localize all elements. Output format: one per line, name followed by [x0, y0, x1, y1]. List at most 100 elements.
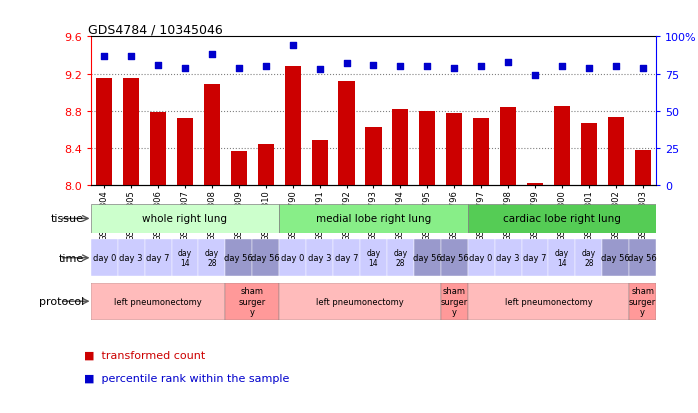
Bar: [549, 240, 575, 277]
Text: day 7: day 7: [147, 254, 170, 263]
Bar: [440, 240, 468, 277]
Text: day 56: day 56: [413, 254, 442, 263]
Text: medial lobe right lung: medial lobe right lung: [315, 214, 431, 224]
Text: day 0: day 0: [93, 254, 116, 263]
Bar: [144, 240, 172, 277]
Point: [584, 65, 595, 72]
Bar: [279, 283, 440, 320]
Text: day 7: day 7: [335, 254, 358, 263]
Bar: [521, 240, 549, 277]
Text: day
14: day 14: [366, 249, 380, 268]
Text: day 56: day 56: [251, 254, 280, 263]
Bar: [468, 283, 629, 320]
Bar: [495, 240, 521, 277]
Bar: [554, 107, 570, 186]
Text: left pneumonectomy: left pneumonectomy: [505, 297, 593, 306]
Text: protocol: protocol: [38, 297, 84, 306]
Text: day
28: day 28: [205, 249, 219, 268]
Text: left pneumonectomy: left pneumonectomy: [114, 297, 202, 306]
Point: [126, 53, 137, 60]
Bar: [468, 240, 495, 277]
Bar: [581, 123, 597, 186]
Bar: [231, 152, 247, 186]
Text: day 56: day 56: [440, 254, 468, 263]
Point: [260, 64, 272, 70]
Bar: [177, 119, 193, 186]
Point: [368, 62, 379, 69]
Text: day 3: day 3: [496, 254, 520, 263]
Text: day
28: day 28: [581, 249, 596, 268]
Bar: [311, 140, 327, 186]
Bar: [634, 150, 651, 186]
Text: ■  percentile rank within the sample: ■ percentile rank within the sample: [84, 373, 289, 383]
Bar: [198, 240, 225, 277]
Text: day
14: day 14: [178, 249, 192, 268]
Bar: [150, 112, 166, 186]
Text: day 0: day 0: [281, 254, 304, 263]
Bar: [360, 240, 387, 277]
Text: time: time: [59, 253, 84, 263]
Bar: [123, 79, 139, 186]
Text: tissue: tissue: [51, 214, 84, 224]
Text: day 56: day 56: [225, 254, 253, 263]
Bar: [258, 145, 274, 186]
Point: [529, 73, 540, 79]
Point: [422, 64, 433, 70]
Point: [395, 64, 406, 70]
Point: [314, 66, 325, 73]
Point: [475, 64, 487, 70]
Bar: [91, 204, 279, 233]
Bar: [339, 82, 355, 186]
Bar: [602, 240, 629, 277]
Point: [233, 65, 244, 72]
Point: [503, 59, 514, 66]
Point: [179, 65, 191, 72]
Point: [637, 65, 648, 72]
Bar: [285, 67, 301, 186]
Text: GDS4784 / 10345046: GDS4784 / 10345046: [88, 23, 223, 36]
Bar: [419, 112, 436, 186]
Text: left pneumonectomy: left pneumonectomy: [316, 297, 404, 306]
Bar: [473, 119, 489, 186]
Bar: [279, 204, 468, 233]
Bar: [225, 240, 252, 277]
Point: [287, 43, 298, 50]
Text: day
14: day 14: [555, 249, 569, 268]
Text: day 56: day 56: [602, 254, 630, 263]
Point: [610, 64, 621, 70]
Bar: [629, 240, 656, 277]
Bar: [392, 109, 408, 186]
Text: day 0: day 0: [470, 254, 493, 263]
Bar: [365, 127, 382, 186]
Text: sham
surger
y: sham surger y: [629, 287, 656, 316]
Bar: [575, 240, 602, 277]
Bar: [91, 240, 118, 277]
Bar: [414, 240, 440, 277]
Bar: [96, 79, 112, 186]
Text: cardiac lobe right lung: cardiac lobe right lung: [503, 214, 621, 224]
Text: whole right lung: whole right lung: [142, 214, 228, 224]
Bar: [608, 118, 624, 186]
Bar: [204, 85, 220, 186]
Point: [556, 64, 567, 70]
Bar: [629, 283, 656, 320]
Bar: [279, 240, 306, 277]
Bar: [172, 240, 198, 277]
Bar: [527, 183, 543, 186]
Text: day 56: day 56: [628, 254, 657, 263]
Point: [207, 52, 218, 58]
Bar: [446, 114, 462, 186]
Bar: [387, 240, 414, 277]
Bar: [252, 240, 279, 277]
Text: sham
surger
y: sham surger y: [440, 287, 468, 316]
Bar: [468, 204, 656, 233]
Point: [449, 65, 460, 72]
Bar: [500, 108, 516, 186]
Bar: [440, 283, 468, 320]
Bar: [333, 240, 360, 277]
Bar: [225, 283, 279, 320]
Bar: [306, 240, 333, 277]
Text: ■  transformed count: ■ transformed count: [84, 350, 205, 360]
Text: sham
surger
y: sham surger y: [239, 287, 266, 316]
Text: day 3: day 3: [119, 254, 143, 263]
